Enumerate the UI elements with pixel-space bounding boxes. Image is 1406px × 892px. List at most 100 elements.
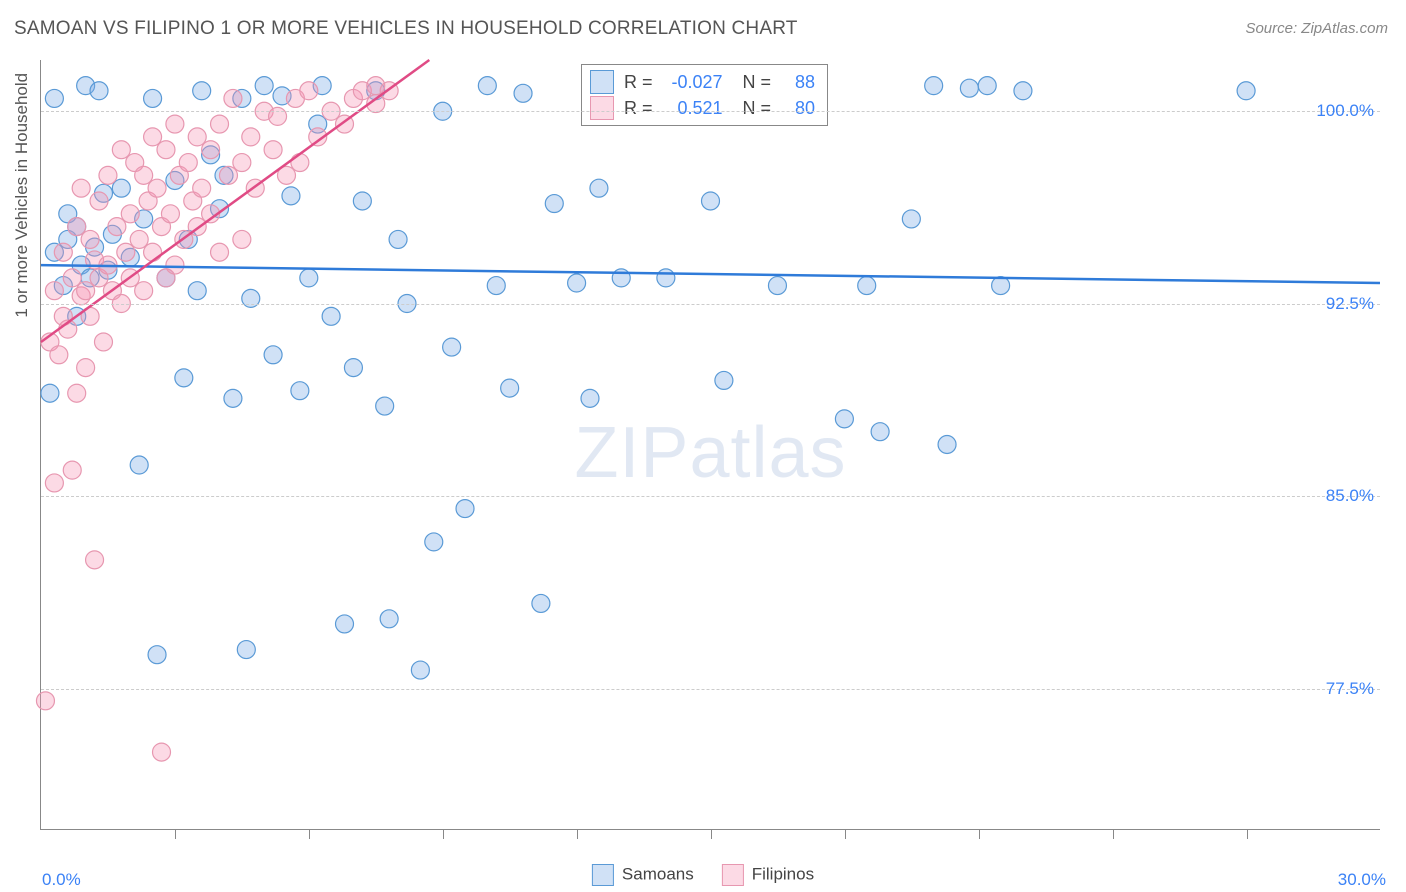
scatter-svg [41, 60, 1380, 829]
y-tick-label: 100.0% [1316, 101, 1374, 121]
data-point [130, 230, 148, 248]
chart-container: SAMOAN VS FILIPINO 1 OR MORE VEHICLES IN… [0, 0, 1406, 892]
data-point [188, 282, 206, 300]
data-point [938, 436, 956, 454]
source-attribution: Source: ZipAtlas.com [1245, 20, 1388, 37]
legend-swatch [592, 864, 614, 886]
data-point [443, 338, 461, 356]
data-point [871, 423, 889, 441]
data-point [202, 141, 220, 159]
data-point [264, 141, 282, 159]
data-point [532, 594, 550, 612]
data-point [68, 218, 86, 236]
data-point [94, 333, 112, 351]
data-point [858, 277, 876, 295]
data-point [108, 218, 126, 236]
data-point [148, 179, 166, 197]
legend-item: Filipinos [722, 864, 814, 886]
data-point [1014, 82, 1032, 100]
gridline [41, 304, 1380, 305]
data-point [1237, 82, 1255, 100]
data-point [45, 89, 63, 107]
gridline [41, 689, 1380, 690]
data-point [77, 359, 95, 377]
data-point [501, 379, 519, 397]
data-point [41, 384, 59, 402]
data-point [456, 500, 474, 518]
data-point [255, 77, 273, 95]
legend-swatch [590, 96, 614, 120]
data-point [411, 661, 429, 679]
data-point [233, 230, 251, 248]
data-point [233, 154, 251, 172]
data-point [175, 369, 193, 387]
y-axis-title: 1 or more Vehicles in Household [12, 73, 32, 318]
data-point [135, 282, 153, 300]
stats-legend: R = -0.027 N = 88 R = 0.521 N = 80 [581, 64, 828, 126]
data-point [45, 474, 63, 492]
data-point [86, 551, 104, 569]
r-value: -0.027 [663, 72, 723, 93]
data-point [148, 646, 166, 664]
n-label: N = [743, 98, 772, 119]
y-tick-label: 85.0% [1326, 486, 1374, 506]
x-tick [443, 829, 444, 839]
data-point [112, 141, 130, 159]
data-point [50, 346, 68, 364]
data-point [960, 79, 978, 97]
data-point [45, 282, 63, 300]
data-point [336, 615, 354, 633]
data-point [715, 371, 733, 389]
data-point [237, 641, 255, 659]
data-point [166, 115, 184, 133]
data-point [487, 277, 505, 295]
data-point [72, 179, 90, 197]
data-point [81, 230, 99, 248]
data-point [835, 410, 853, 428]
data-point [300, 269, 318, 287]
plot-area: R =-0.027N =88R =0.521N =80 ZIPatlas 77.… [40, 60, 1380, 830]
series-legend: Samoans Filipinos [592, 864, 814, 886]
n-label: N = [743, 72, 772, 93]
data-point [219, 166, 237, 184]
data-point [545, 195, 563, 213]
x-tick [309, 829, 310, 839]
x-tick [845, 829, 846, 839]
n-value: 88 [781, 72, 815, 93]
legend-swatch [722, 864, 744, 886]
data-point [264, 346, 282, 364]
data-point [380, 610, 398, 628]
r-value: 0.521 [663, 98, 723, 119]
r-label: R = [624, 72, 653, 93]
n-value: 80 [781, 98, 815, 119]
data-point [121, 205, 139, 223]
legend-item: Samoans [592, 864, 694, 886]
data-point [322, 307, 340, 325]
x-axis-max-label: 30.0% [1338, 870, 1386, 890]
data-point [63, 269, 81, 287]
x-tick [577, 829, 578, 839]
data-point [657, 269, 675, 287]
data-point [353, 192, 371, 210]
data-point [144, 89, 162, 107]
data-point [188, 128, 206, 146]
data-point [211, 115, 229, 133]
data-point [117, 243, 135, 261]
data-point [161, 205, 179, 223]
data-point [425, 533, 443, 551]
data-point [193, 82, 211, 100]
data-point [153, 743, 171, 761]
data-point [63, 461, 81, 479]
x-tick [175, 829, 176, 839]
data-point [581, 389, 599, 407]
data-point [269, 107, 287, 125]
data-point [992, 277, 1010, 295]
data-point [291, 382, 309, 400]
legend-label: Filipinos [752, 864, 814, 883]
chart-title: SAMOAN VS FILIPINO 1 OR MORE VEHICLES IN… [14, 18, 798, 40]
data-point [144, 128, 162, 146]
data-point [978, 77, 996, 95]
data-point [68, 384, 86, 402]
r-label: R = [624, 98, 653, 119]
data-point [157, 141, 175, 159]
